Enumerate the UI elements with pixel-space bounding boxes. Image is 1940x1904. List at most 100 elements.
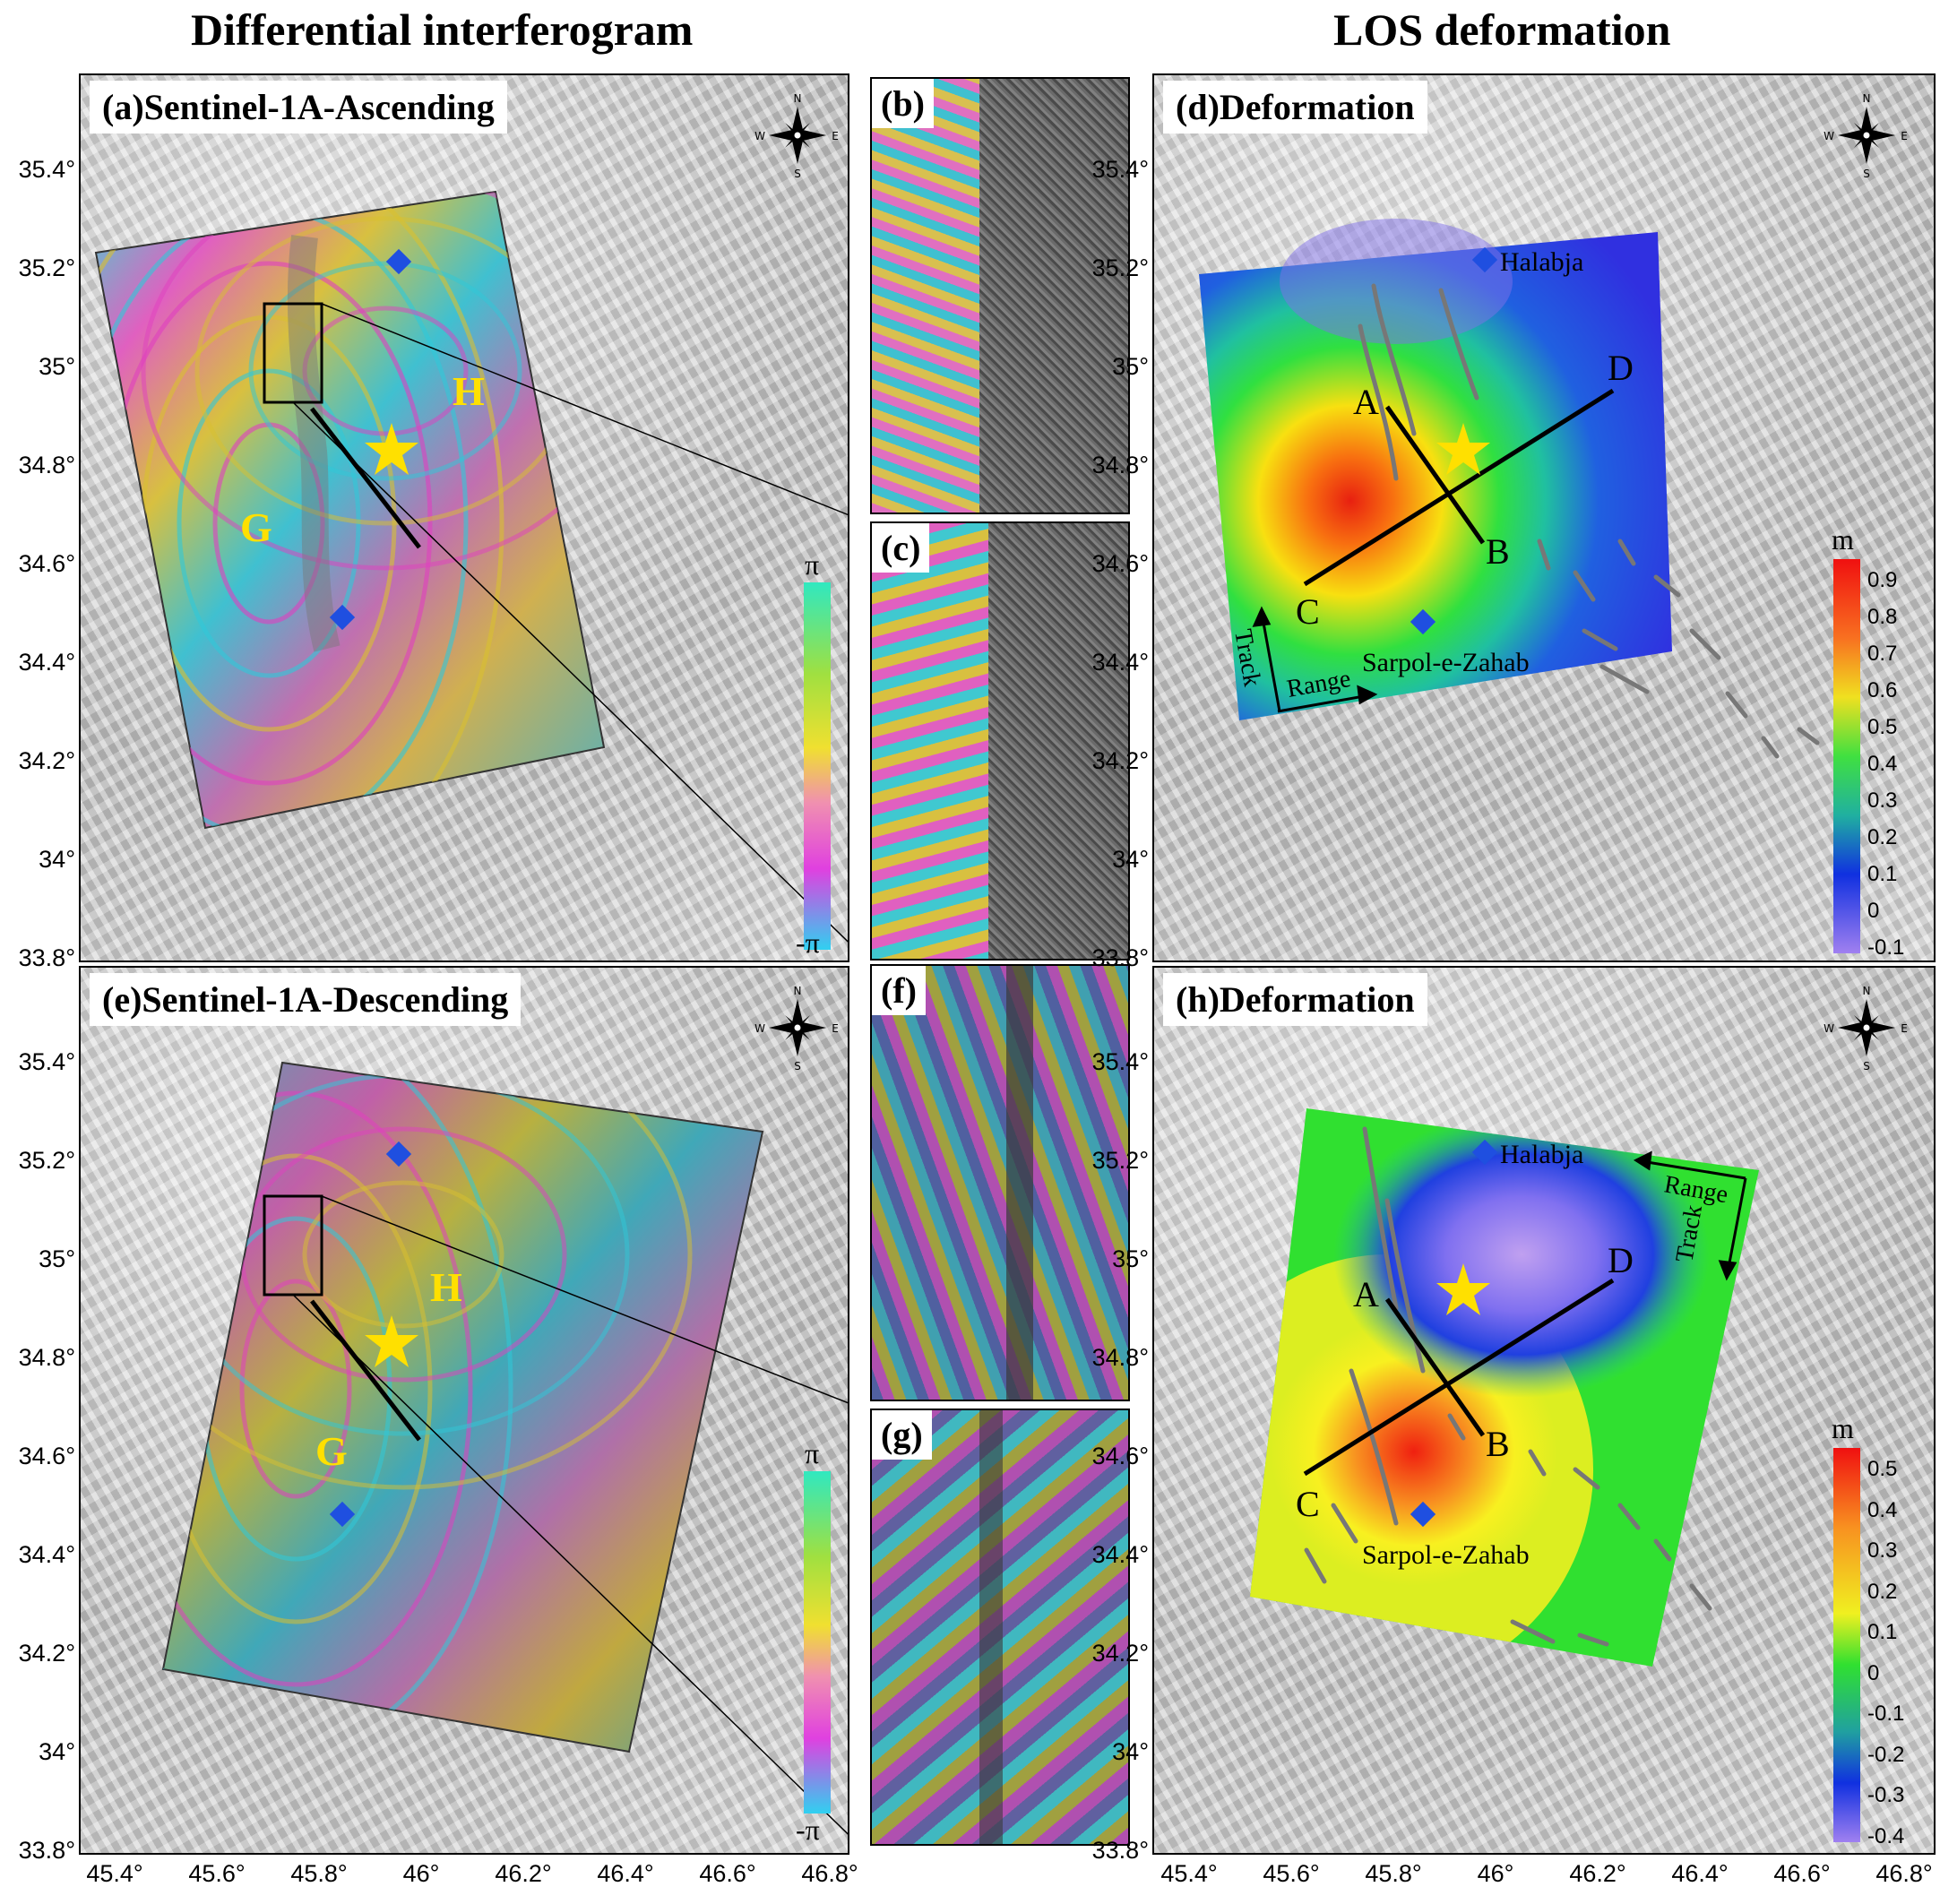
town-marker-halabja-e xyxy=(385,1141,412,1167)
colorbar_d-tick: 0.5 xyxy=(1867,715,1898,739)
left-bottom-lat-tick: 34.4° xyxy=(18,1541,75,1568)
right-lon-tick: 46.2° xyxy=(1569,1860,1626,1887)
svg-text:S: S xyxy=(794,168,801,180)
epicenter-star-h xyxy=(1436,1263,1490,1315)
phase-max-label-e: π xyxy=(805,1437,820,1469)
town-label-sarpol-d: Sarpol-e-Zahab xyxy=(1362,648,1530,677)
compass-rose-h: N S W E xyxy=(1824,985,1908,1073)
svg-text:S: S xyxy=(1863,1060,1870,1073)
panel-g-zoom: (g) xyxy=(870,1409,1130,1846)
left-bottom-lat-tick: 34.6° xyxy=(18,1443,75,1469)
zone-label-h-e: H xyxy=(430,1264,462,1310)
town-marker-sarpol-e xyxy=(329,1501,356,1528)
left-lon-tick: 45.8° xyxy=(290,1860,348,1887)
left-bottom-lat-tick: 34° xyxy=(39,1738,75,1765)
epicenter-star xyxy=(365,423,418,475)
svg-text:E: E xyxy=(1901,1022,1908,1035)
right-lon-tick: 46.8° xyxy=(1875,1860,1933,1887)
phase-min-label-a: -π xyxy=(796,926,820,959)
svg-text:N: N xyxy=(794,92,802,105)
right-top-lat-tick: 34.2° xyxy=(1091,747,1149,774)
zone-label-g: G xyxy=(240,504,272,550)
right-bottom-lat-tick: 33.8° xyxy=(1091,1837,1149,1864)
panel-c-title: (c) xyxy=(872,523,930,573)
phase-colorbar-a xyxy=(804,582,831,950)
colorbar_h-tick: -0.4 xyxy=(1867,1824,1905,1848)
panel-d-map: Halabja Sarpol-e-Zahab A B C D Track Ran… xyxy=(1199,92,1908,759)
panel-a-map: N S W E G H xyxy=(94,92,848,943)
left-top-lat-tick: 34.4° xyxy=(18,649,75,676)
town-label-halabja-h: Halabja xyxy=(1500,1140,1583,1169)
left-bottom-lat-tick: 35.4° xyxy=(18,1048,75,1075)
svg-text:N: N xyxy=(1863,92,1871,105)
left-top-lat-tick: 35.4° xyxy=(18,156,75,183)
phase-max-label-a: π xyxy=(805,548,820,581)
phase-colorbar-e xyxy=(804,1471,831,1814)
panel-c-zoom: (c) xyxy=(870,521,1130,961)
panel-e-map: N S W E G H xyxy=(161,985,848,1835)
right-top-lat-tick: 34.6° xyxy=(1091,550,1149,577)
right-bottom-lat-tick: 34° xyxy=(1112,1738,1149,1765)
left-top-lat-tick: 35° xyxy=(39,353,75,380)
compass-rose-e: N S W E xyxy=(754,985,839,1073)
profile-label-a-h: A xyxy=(1353,1274,1379,1314)
right-lon-tick: 46° xyxy=(1477,1860,1514,1887)
panel-a-title: (a)Sentinel-1A-Ascending xyxy=(90,81,507,134)
profile-label-c-d: C xyxy=(1296,591,1320,632)
svg-text:E: E xyxy=(832,1022,839,1035)
svg-text:S: S xyxy=(1863,168,1870,180)
panel-h-map: Halabja Sarpol-e-Zahab A B C D Range Tra… xyxy=(1250,985,1908,1667)
right-top-lat-tick: 35° xyxy=(1112,353,1149,380)
colorbar_d-tick: 0 xyxy=(1867,899,1880,923)
heading-los-deformation: LOS deformation xyxy=(1333,4,1671,55)
profile-label-a-d: A xyxy=(1353,382,1379,422)
profile-label-c-h: C xyxy=(1296,1484,1320,1524)
right-bottom-lat-tick: 34.4° xyxy=(1091,1541,1149,1568)
left-top-lat-tick: 34.2° xyxy=(18,747,75,774)
ascending-swath xyxy=(94,190,606,830)
panel-f-zoom: (f) xyxy=(870,964,1130,1401)
left-lon-tick: 46.4° xyxy=(597,1860,654,1887)
right-lon-tick: 45.6° xyxy=(1263,1860,1320,1887)
left-top-lat-tick: 33.8° xyxy=(18,944,75,971)
zone-label-g-e: G xyxy=(315,1428,348,1474)
left-bottom-lat-tick: 34.2° xyxy=(18,1640,75,1667)
right-top-lat-tick: 35.2° xyxy=(1091,254,1149,281)
colorbar_d-tick: 0.4 xyxy=(1867,752,1898,776)
right-bottom-lat-tick: 34.8° xyxy=(1091,1344,1149,1371)
profile-label-b-h: B xyxy=(1486,1424,1510,1464)
phase-min-label-e: -π xyxy=(796,1814,820,1846)
right-lon-tick: 46.4° xyxy=(1671,1860,1729,1887)
zone-label-h: H xyxy=(453,368,485,414)
colorbar-d-unit: m xyxy=(1832,523,1854,556)
track-range-arrows-h xyxy=(1633,1150,1747,1281)
right-top-lat-tick: 34° xyxy=(1112,846,1149,873)
fault-trace-line-e xyxy=(310,1299,421,1442)
panel-b-zoom: (b) xyxy=(870,77,1130,514)
colorbar_h-tick: -0.3 xyxy=(1867,1783,1905,1808)
panel-d-ascending-deformation: Halabja Sarpol-e-Zahab A B C D Track Ran… xyxy=(1152,73,1936,962)
right-lon-tick: 46.6° xyxy=(1773,1860,1831,1887)
town-label-sarpol-h: Sarpol-e-Zahab xyxy=(1362,1540,1530,1570)
colorbar_d-tick: 0.3 xyxy=(1867,788,1898,813)
fault-trace-line xyxy=(310,407,421,549)
panel-h-descending-deformation: Halabja Sarpol-e-Zahab A B C D Range Tra… xyxy=(1152,966,1936,1855)
deformation-colorbar-h xyxy=(1833,1448,1860,1842)
right-lon-tick: 45.4° xyxy=(1160,1860,1218,1887)
profile-label-b-d: B xyxy=(1486,531,1510,572)
colorbar_d-tick: 0.7 xyxy=(1867,642,1898,666)
panel-a-ascending-interferogram: N S W E G H (a)Sentinel-1A-Ascending π -… xyxy=(79,73,849,962)
right-top-lat-tick: 33.8° xyxy=(1091,944,1149,971)
svg-text:W: W xyxy=(1824,1022,1834,1035)
heading-interferogram: Differential interferogram xyxy=(191,4,694,55)
right-bottom-lat-tick: 35° xyxy=(1112,1245,1149,1272)
right-top-lat-tick: 34.8° xyxy=(1091,452,1149,478)
left-bottom-lat-tick: 34.8° xyxy=(18,1344,75,1371)
left-lon-tick: 46° xyxy=(402,1860,440,1887)
epicenter-star-d xyxy=(1436,423,1490,475)
right-bottom-lat-tick: 35.4° xyxy=(1091,1048,1149,1075)
svg-text:E: E xyxy=(832,130,839,142)
left-top-lat-tick: 34.6° xyxy=(18,550,75,577)
colorbar_d-tick: 0.8 xyxy=(1867,605,1898,629)
panel-b-title: (b) xyxy=(872,79,934,128)
